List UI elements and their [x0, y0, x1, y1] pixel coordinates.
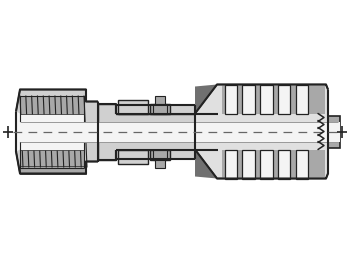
Polygon shape [116, 104, 195, 114]
Polygon shape [243, 84, 255, 114]
Polygon shape [118, 149, 148, 164]
Polygon shape [20, 114, 84, 149]
Polygon shape [20, 165, 86, 174]
Polygon shape [195, 84, 328, 179]
Polygon shape [328, 115, 340, 148]
Polygon shape [222, 84, 325, 114]
Polygon shape [260, 84, 273, 114]
Polygon shape [278, 84, 290, 114]
Polygon shape [195, 149, 217, 179]
Polygon shape [16, 89, 98, 174]
Polygon shape [155, 95, 165, 104]
Polygon shape [118, 99, 148, 114]
Polygon shape [150, 104, 170, 114]
Polygon shape [225, 84, 237, 114]
Polygon shape [225, 149, 237, 179]
Polygon shape [296, 84, 308, 114]
Polygon shape [20, 95, 84, 168]
Polygon shape [116, 124, 195, 139]
Polygon shape [243, 149, 255, 179]
Polygon shape [296, 149, 308, 179]
Polygon shape [98, 122, 318, 141]
Polygon shape [278, 149, 290, 179]
Polygon shape [195, 84, 217, 114]
Polygon shape [116, 149, 195, 159]
Polygon shape [155, 159, 165, 168]
Polygon shape [153, 149, 167, 159]
Polygon shape [260, 149, 273, 179]
Polygon shape [16, 122, 340, 141]
Polygon shape [150, 149, 170, 159]
Polygon shape [16, 112, 20, 151]
Polygon shape [153, 104, 167, 114]
Polygon shape [98, 104, 218, 159]
Polygon shape [222, 149, 325, 179]
